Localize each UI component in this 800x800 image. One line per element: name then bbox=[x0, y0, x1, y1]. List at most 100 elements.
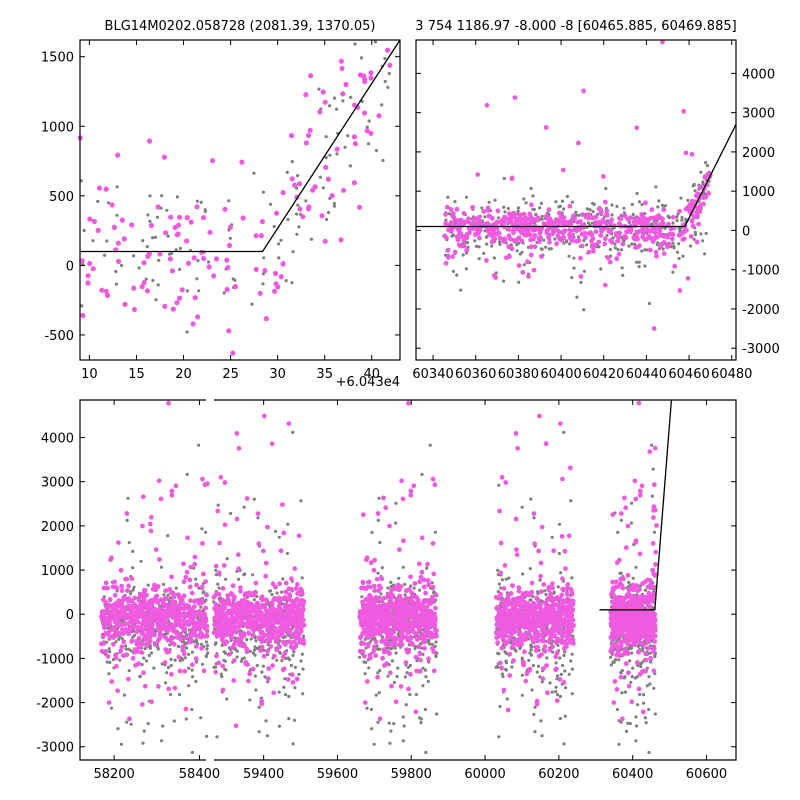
data-point bbox=[558, 694, 563, 699]
data-point bbox=[348, 164, 352, 168]
data-point bbox=[590, 221, 594, 225]
data-point bbox=[672, 263, 678, 269]
data-point bbox=[99, 287, 105, 293]
data-point bbox=[275, 615, 281, 621]
data-point bbox=[156, 684, 161, 689]
data-point bbox=[165, 605, 171, 611]
data-point bbox=[225, 625, 231, 631]
data-point bbox=[190, 668, 194, 672]
data-point bbox=[157, 258, 161, 262]
data-point bbox=[338, 58, 344, 64]
data-point bbox=[461, 220, 467, 225]
data-point bbox=[199, 200, 203, 204]
data-point bbox=[122, 301, 128, 307]
data-point bbox=[704, 231, 708, 235]
data-point bbox=[279, 626, 284, 632]
data-point bbox=[174, 300, 180, 306]
data-point bbox=[581, 88, 586, 94]
data-point bbox=[139, 284, 145, 290]
data-point bbox=[155, 621, 161, 627]
data-point bbox=[376, 113, 382, 119]
data-point bbox=[119, 588, 125, 593]
data-point bbox=[262, 268, 268, 274]
data-point bbox=[200, 541, 205, 546]
data-point bbox=[198, 634, 204, 640]
data-point bbox=[516, 216, 522, 221]
data-point bbox=[554, 200, 558, 204]
data-point bbox=[554, 661, 558, 665]
data-point bbox=[299, 611, 304, 616]
data-point bbox=[166, 234, 170, 238]
data-point bbox=[190, 662, 195, 668]
data-point bbox=[363, 672, 367, 676]
data-point bbox=[419, 721, 423, 725]
data-point bbox=[287, 717, 291, 721]
data-point bbox=[259, 219, 265, 225]
data-point bbox=[229, 635, 234, 641]
data-point bbox=[367, 666, 371, 670]
data-point bbox=[653, 221, 659, 226]
data-point bbox=[501, 597, 507, 603]
data-point bbox=[310, 187, 316, 193]
data-point bbox=[253, 648, 257, 652]
data-point bbox=[204, 654, 208, 659]
data-point bbox=[205, 734, 209, 739]
data-point bbox=[254, 609, 260, 615]
data-point bbox=[517, 280, 521, 284]
data-point bbox=[647, 301, 652, 306]
data-point bbox=[428, 630, 433, 636]
data-point bbox=[258, 648, 264, 653]
data-point bbox=[296, 604, 302, 610]
data-point bbox=[380, 566, 384, 570]
data-point bbox=[576, 237, 582, 243]
data-point bbox=[406, 603, 412, 608]
data-point bbox=[429, 634, 435, 640]
data-point bbox=[365, 706, 369, 710]
data-point bbox=[170, 590, 176, 596]
data-point bbox=[203, 605, 209, 611]
data-point bbox=[171, 594, 177, 599]
data-point bbox=[99, 616, 105, 621]
data-point bbox=[663, 226, 667, 230]
data-point bbox=[593, 220, 599, 226]
data-point bbox=[252, 497, 256, 501]
data-point bbox=[596, 239, 602, 245]
data-point bbox=[520, 693, 524, 697]
data-point bbox=[269, 608, 274, 614]
data-point bbox=[129, 638, 135, 644]
data-point bbox=[207, 229, 213, 235]
data-point bbox=[556, 674, 560, 678]
data-point bbox=[224, 286, 230, 293]
data-point bbox=[159, 626, 164, 631]
data-point bbox=[153, 595, 159, 600]
data-point bbox=[482, 251, 486, 255]
data-point bbox=[305, 132, 312, 139]
data-point bbox=[200, 476, 205, 482]
data-point bbox=[484, 258, 489, 263]
data-point bbox=[542, 238, 546, 242]
data-point bbox=[675, 218, 679, 223]
data-point bbox=[632, 236, 637, 242]
data-point bbox=[323, 164, 329, 170]
data-point bbox=[572, 266, 576, 270]
data-point bbox=[444, 204, 450, 210]
data-point bbox=[210, 158, 216, 164]
data-point bbox=[243, 610, 248, 616]
data-point bbox=[430, 598, 436, 604]
data-point bbox=[550, 690, 554, 694]
data-point bbox=[604, 211, 610, 217]
data-point bbox=[425, 566, 429, 570]
data-point bbox=[638, 218, 644, 223]
data-point bbox=[106, 201, 111, 205]
data-point bbox=[129, 722, 133, 726]
data-point bbox=[651, 236, 657, 242]
data-point bbox=[127, 541, 131, 545]
data-point bbox=[148, 646, 152, 650]
data-point bbox=[226, 328, 232, 334]
data-point bbox=[639, 212, 645, 217]
data-point bbox=[567, 672, 571, 677]
data-point bbox=[235, 637, 241, 643]
data-point bbox=[116, 258, 122, 264]
data-point bbox=[101, 622, 107, 628]
data-point bbox=[491, 230, 497, 235]
